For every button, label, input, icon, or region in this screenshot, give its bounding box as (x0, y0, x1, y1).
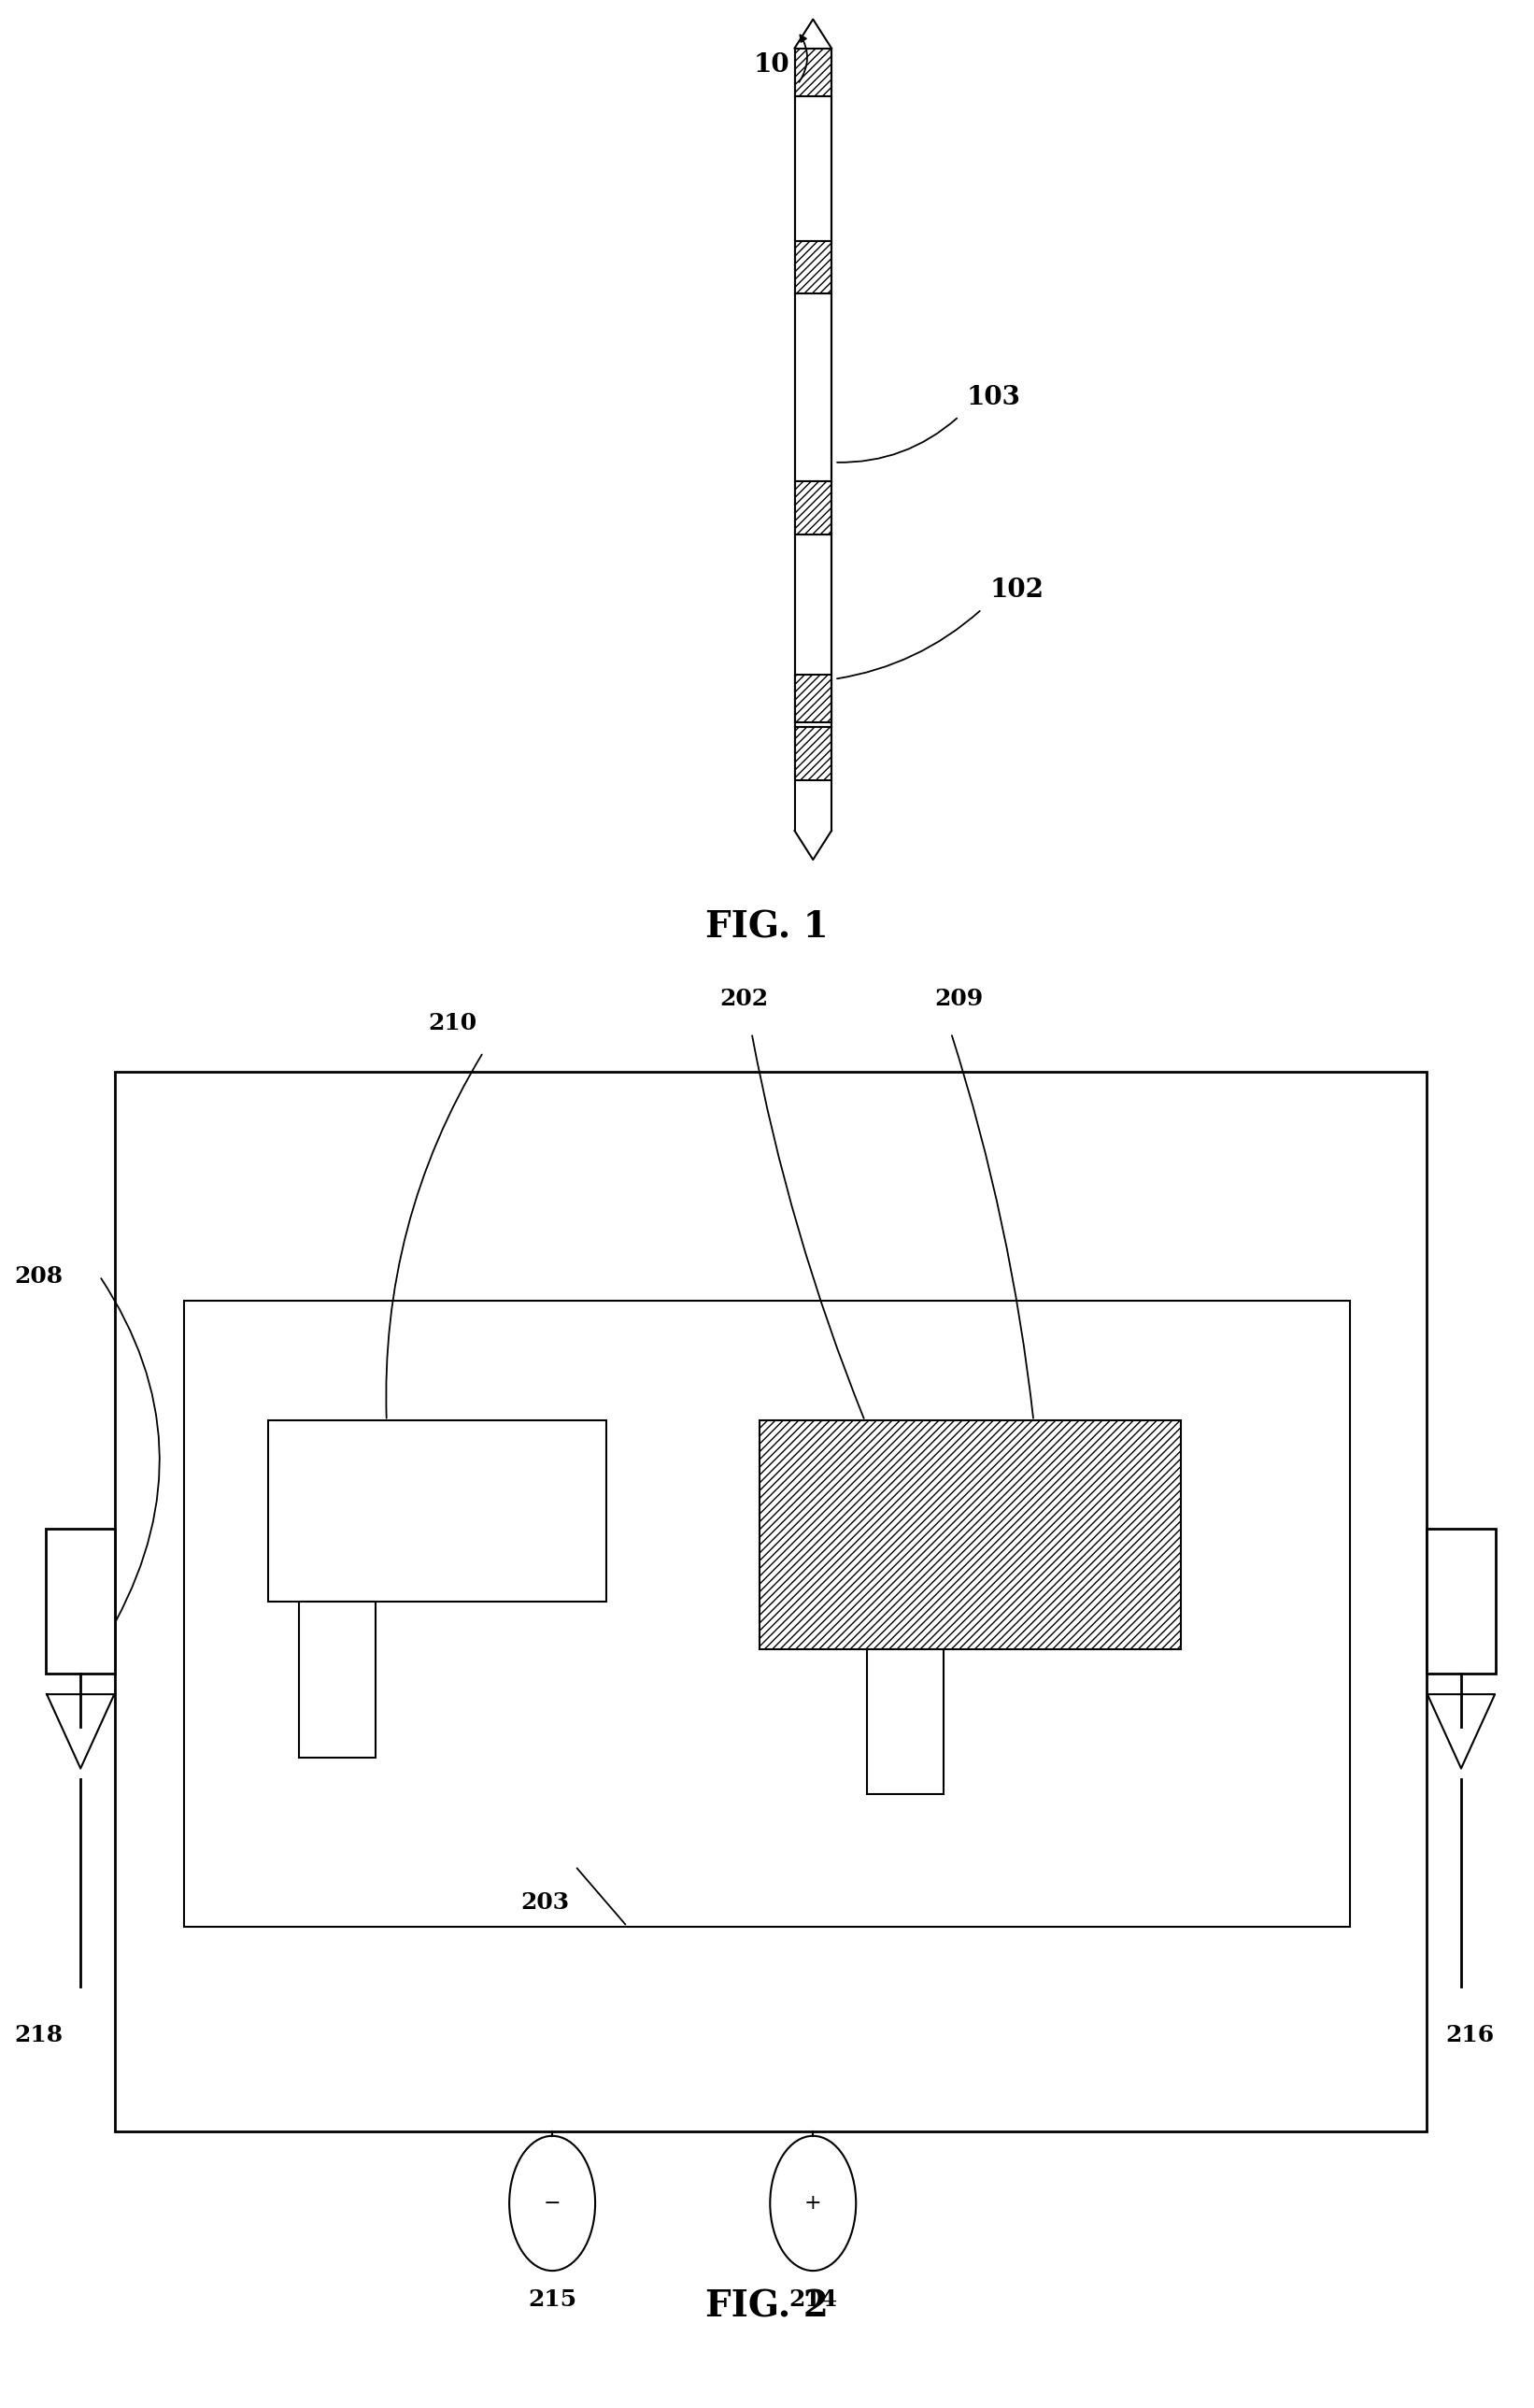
Text: 218: 218 (14, 2023, 63, 2047)
Bar (795, 482, 831, 535)
Text: 216: 216 (1445, 2023, 1494, 2047)
Text: −: − (543, 2194, 561, 2213)
Bar (46, 1529, 115, 1674)
Bar (795, 727, 831, 780)
Bar (795, 241, 831, 294)
Bar (299, 1601, 376, 1758)
Text: 215: 215 (528, 2288, 577, 2312)
Text: 209: 209 (934, 987, 983, 1011)
Text: 210: 210 (428, 1011, 477, 1035)
Text: +: + (804, 2194, 822, 2213)
Bar (867, 1649, 943, 1794)
Bar (759, 1421, 1181, 1649)
Bar (795, 96, 831, 241)
Text: 102: 102 (989, 578, 1043, 602)
Text: 203: 203 (520, 1890, 569, 1914)
Bar (795, 48, 831, 96)
Text: 103: 103 (966, 385, 1020, 409)
Bar (795, 674, 831, 722)
Bar (268, 1421, 606, 1601)
Bar (795, 535, 831, 727)
Bar (115, 1072, 1427, 2131)
Text: 202: 202 (719, 987, 769, 1011)
Text: 10: 10 (753, 53, 790, 77)
Text: 208: 208 (14, 1264, 63, 1288)
Text: FIG. 1: FIG. 1 (706, 910, 828, 944)
Bar (1427, 1529, 1496, 1674)
Bar (184, 1300, 1350, 1926)
Bar (795, 294, 831, 482)
Text: FIG. 2: FIG. 2 (706, 2290, 828, 2324)
Text: 214: 214 (788, 2288, 838, 2312)
